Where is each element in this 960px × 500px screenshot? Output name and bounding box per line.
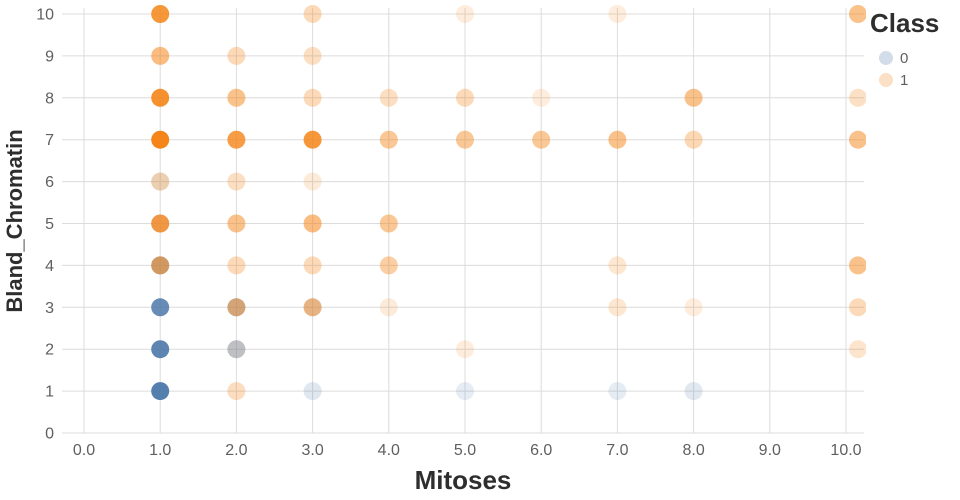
scatter-point (849, 88, 866, 107)
scatter-point (379, 256, 398, 275)
scatter-point (684, 298, 703, 317)
scatter-point (151, 298, 170, 317)
scatter-point (227, 382, 246, 401)
scatter-point (303, 46, 322, 65)
scatter-point (227, 298, 246, 317)
scatter-points (151, 5, 866, 401)
y-tick-label: 9 (45, 48, 54, 65)
legend-swatch-class-0 (879, 51, 893, 65)
scatter-point (303, 298, 322, 317)
scatter-point (608, 382, 627, 401)
scatter-point (227, 172, 246, 191)
scatter-point (456, 382, 474, 401)
scatter-point (151, 256, 170, 275)
y-tick-label: 7 (45, 132, 54, 149)
scatter-point (303, 88, 322, 107)
scatter-point (303, 130, 322, 149)
scatter-point (684, 88, 703, 107)
scatter-point (684, 130, 703, 149)
x-tick-label: 0.0 (73, 442, 95, 459)
x-tick-label: 6.0 (530, 442, 552, 459)
scatter-point (227, 256, 246, 275)
legend: Class 0 1 (870, 8, 939, 89)
x-tick-label: 3.0 (301, 442, 323, 459)
scatter-point (303, 256, 322, 275)
scatter-point (303, 172, 322, 191)
scatter-point (303, 382, 322, 401)
scatter-point (227, 130, 246, 149)
scatter-point (227, 340, 246, 359)
scatter-point (151, 5, 170, 23)
x-tick-label: 7.0 (606, 442, 628, 459)
scatter-point (151, 214, 170, 233)
scatter-point (849, 5, 866, 23)
scatter-point (151, 172, 170, 191)
legend-label-class-1: 1 (900, 72, 908, 89)
legend-title: Class (870, 8, 939, 38)
x-tick-label: 5.0 (454, 442, 476, 459)
scatter-point (227, 214, 246, 233)
scatter-point (849, 256, 866, 275)
x-axis-title: Mitoses (415, 465, 512, 495)
y-tick-label: 5 (45, 216, 54, 233)
scatter-point (684, 382, 703, 401)
scatter-point (379, 298, 398, 317)
legend-swatch-class-1 (879, 73, 893, 87)
y-tick-label: 1 (45, 384, 54, 401)
y-tick-label: 4 (45, 258, 54, 275)
x-tick-label: 2.0 (225, 442, 247, 459)
scatter-point (456, 5, 474, 23)
scatter-point (379, 130, 398, 149)
x-axis-tick-labels: 0.0 1.0 2.0 3.0 4.0 5.0 6.0 7.0 8.0 9.0 10.0 (73, 442, 862, 459)
scatter-point (608, 5, 627, 23)
y-tick-label: 3 (45, 300, 54, 317)
scatter-point (379, 88, 398, 107)
y-axis-tick-labels: 0 1 2 3 4 5 6 7 8 9 10 (36, 7, 54, 443)
scatter-point (849, 130, 866, 149)
grid-lines (62, 8, 864, 434)
scatter-point (227, 340, 246, 359)
scatter-point (608, 256, 627, 275)
scatter-point (151, 340, 170, 359)
y-tick-label: 2 (45, 342, 54, 359)
x-tick-label: 4.0 (378, 442, 400, 459)
scatter-point (151, 130, 170, 149)
scatter-point (456, 88, 474, 107)
scatter-point (151, 88, 170, 107)
y-tick-label: 8 (45, 90, 54, 107)
x-tick-label: 8.0 (682, 442, 704, 459)
scatter-point (532, 130, 551, 149)
scatter-point (151, 382, 170, 401)
scatter-point (532, 88, 551, 107)
y-axis-title: Bland_Chromatin (2, 129, 27, 312)
scatter-point (849, 340, 866, 359)
legend-label-class-0: 0 (900, 50, 908, 67)
scatter-point (303, 5, 322, 23)
scatter-point (227, 46, 246, 65)
scatter-point (608, 130, 627, 149)
scatter-point (151, 172, 170, 191)
y-tick-label: 6 (45, 174, 54, 191)
scatter-point (303, 214, 322, 233)
scatter-point (379, 214, 398, 233)
scatter-point (151, 46, 170, 65)
scatter-point (227, 88, 246, 107)
scatter-point (849, 298, 866, 317)
scatter-point (608, 298, 627, 317)
x-tick-label: 9.0 (759, 442, 781, 459)
x-tick-label: 1.0 (149, 442, 171, 459)
y-tick-label: 0 (45, 426, 54, 443)
x-tick-label: 10.0 (830, 442, 861, 459)
scatter-point (456, 340, 474, 359)
scatter-point (456, 130, 474, 149)
y-tick-label: 10 (36, 7, 54, 24)
